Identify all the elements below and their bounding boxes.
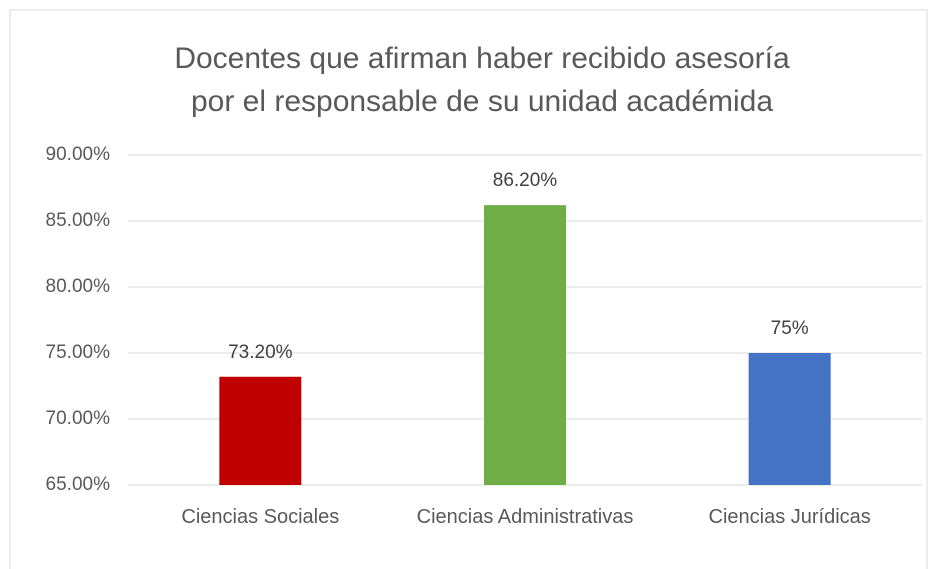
- x-tick-label: Ciencias Administrativas: [416, 506, 634, 528]
- chart-title: Docentes que afirman haber recibido ases…: [174, 42, 790, 75]
- bar: [219, 376, 302, 485]
- data-label: 75%: [771, 318, 809, 339]
- y-tick-label: 70.00%: [46, 408, 111, 429]
- chart-title: por el responsable de su unidad académid…: [191, 85, 773, 118]
- data-label: 86.20%: [493, 170, 558, 191]
- y-tick-label: 85.00%: [46, 210, 111, 231]
- x-tick-label: Ciencias Sociales: [181, 506, 340, 528]
- y-tick-label: 80.00%: [46, 276, 111, 297]
- bar: [748, 353, 831, 485]
- bar: [484, 205, 566, 485]
- data-label: 73.20%: [228, 342, 293, 363]
- x-tick-label: Ciencias Jurídicas: [708, 506, 871, 528]
- y-tick-label: 75.00%: [46, 342, 111, 363]
- y-tick-label: 90.00%: [46, 144, 111, 165]
- y-tick-label: 65.00%: [46, 474, 111, 495]
